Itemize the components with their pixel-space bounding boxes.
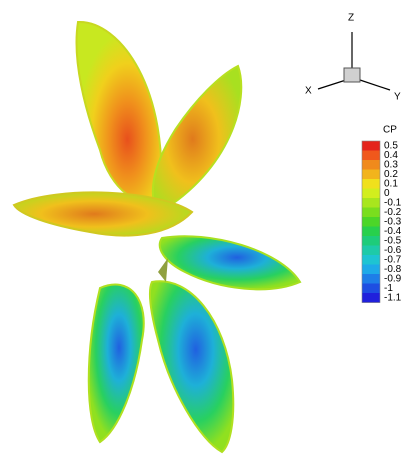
- colorbar-band: [362, 217, 380, 227]
- triad-cube: [344, 68, 360, 82]
- hub: [158, 258, 168, 282]
- colorbar-band: [362, 293, 380, 303]
- colorbar-band: [362, 255, 380, 265]
- propeller-blades: [14, 22, 300, 452]
- colorbar-band: [362, 236, 380, 246]
- axis-label: X: [305, 86, 312, 97]
- axis-line: [318, 80, 346, 89]
- colorbar-band: [362, 284, 380, 294]
- colorbar-band: [362, 160, 380, 170]
- axis-line: [360, 80, 390, 90]
- colorbar: CP 0.50.40.30.20.10-0.1-0.2-0.3-0.4-0.5-…: [362, 125, 402, 304]
- colorbar-band: [362, 198, 380, 208]
- blade: [89, 285, 144, 442]
- colorbar-band: [362, 227, 380, 237]
- blade: [160, 236, 300, 289]
- colorbar-band: [362, 265, 380, 275]
- blade: [150, 281, 233, 452]
- visualization: Z X Y CP 0.50.40.30.20.10-0.1-0.2-0.3-0.…: [0, 0, 414, 459]
- colorbar-band: [362, 151, 380, 161]
- colorbar-band: [362, 170, 380, 180]
- blade: [77, 22, 162, 203]
- colorbar-band: [362, 274, 380, 284]
- colorbar-band: [362, 246, 380, 256]
- axis-label: Y: [394, 92, 401, 103]
- page: {"axes_triad": {"z": "Z", "x": "X", "y":…: [0, 0, 414, 459]
- axis-label: Z: [348, 13, 354, 24]
- colorbar-band: [362, 189, 380, 199]
- axes-triad: Z X Y: [305, 13, 401, 103]
- colorbar-band: [362, 179, 380, 189]
- blade: [153, 66, 241, 212]
- colorbar-label: -1.1: [384, 292, 402, 303]
- colorbar-band: [362, 141, 380, 151]
- colorbar-title: CP: [383, 125, 397, 136]
- colorbar-band: [362, 208, 380, 218]
